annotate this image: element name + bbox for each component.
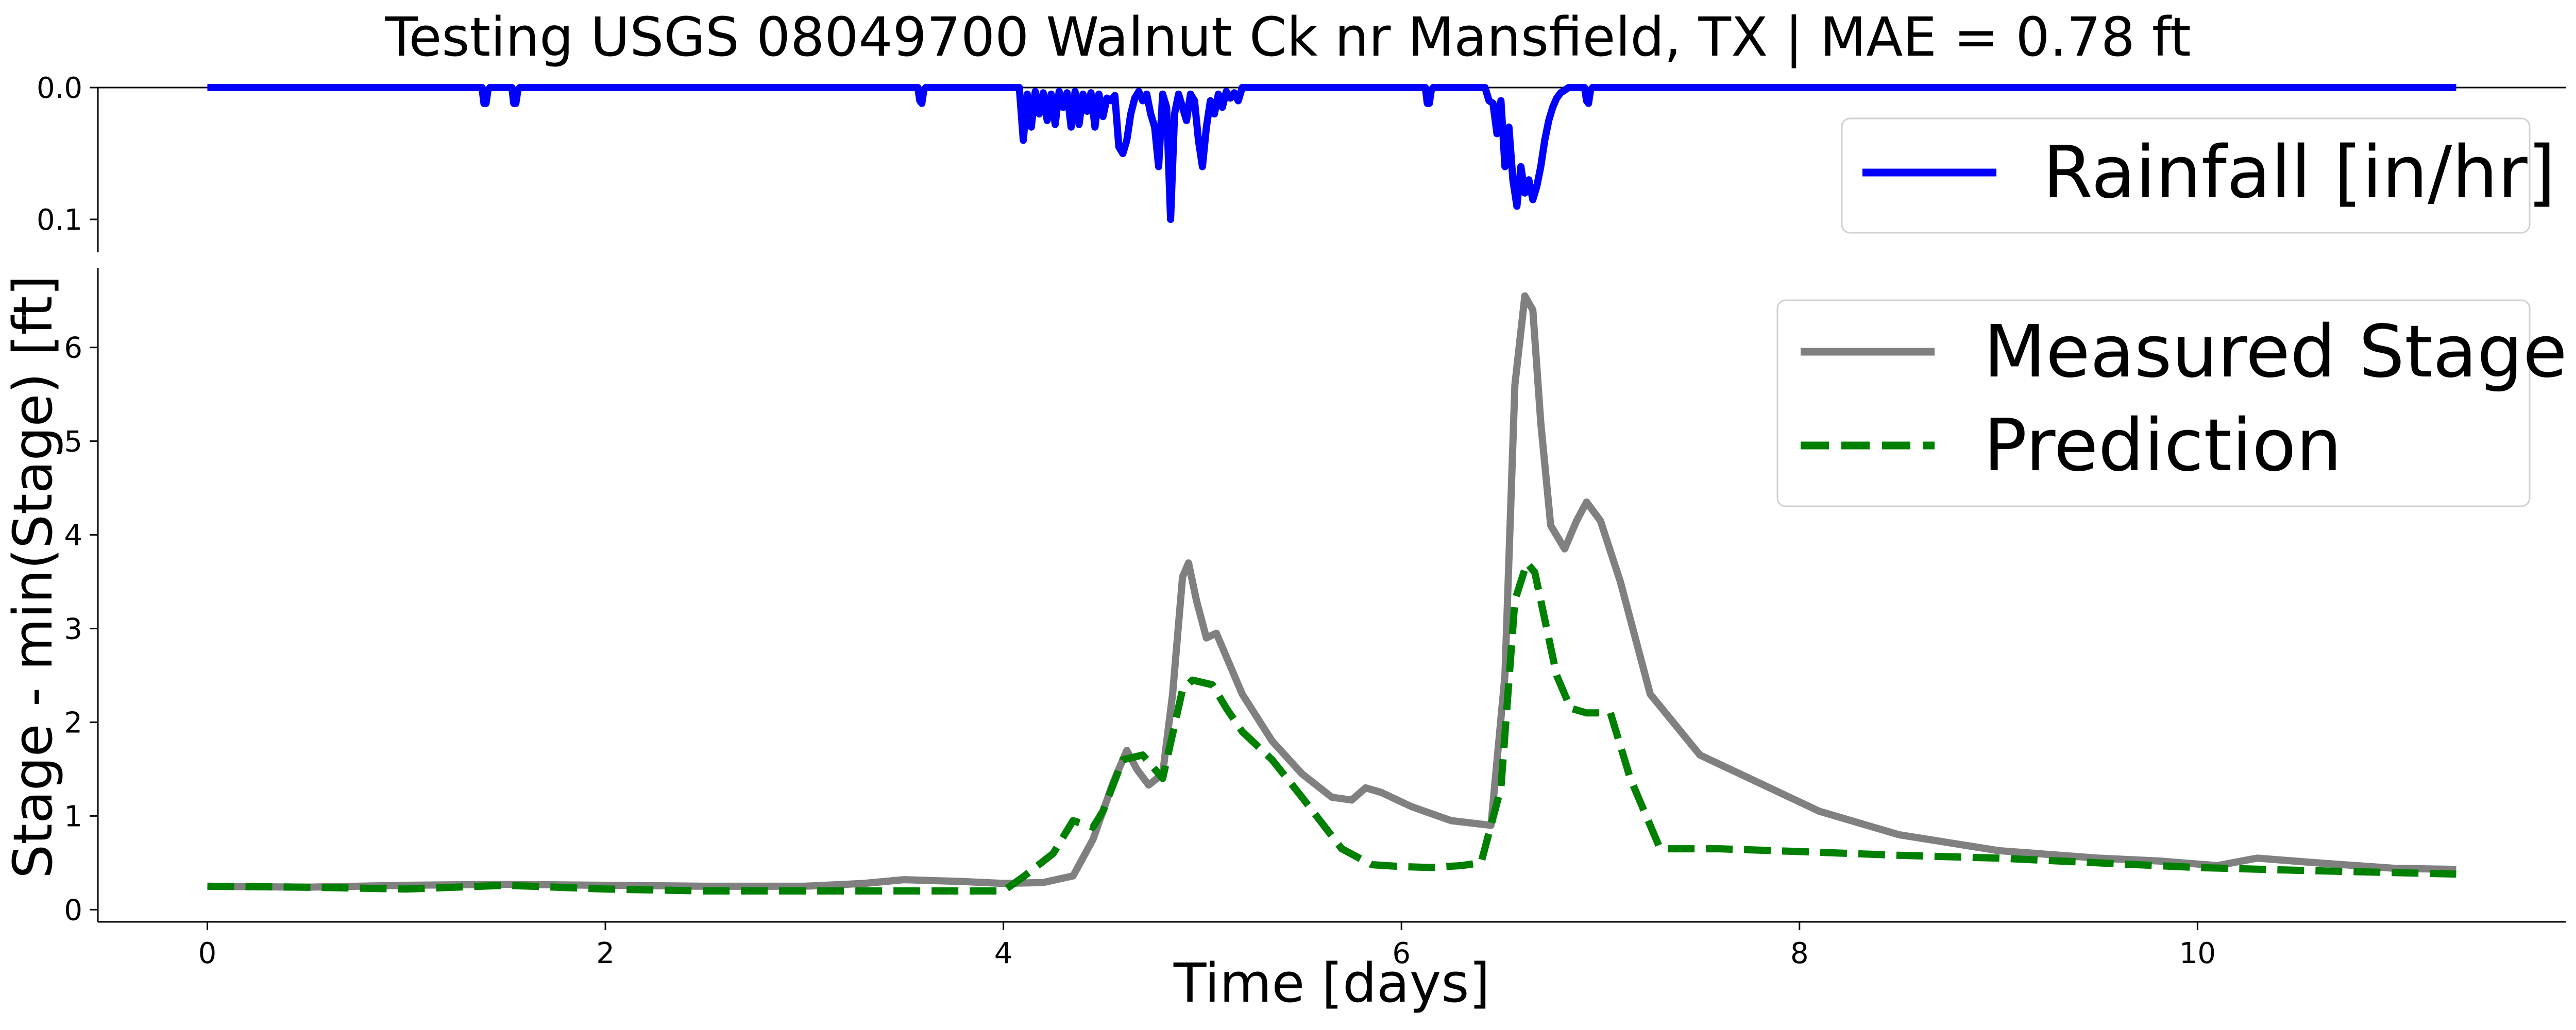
stage-series-group — [207, 292, 2456, 895]
rainfall-legend-label: Rainfall [in/hr] — [2043, 131, 2555, 215]
stage-series-measured-stage-line — [207, 292, 2456, 891]
stage-y-tick-label: 5 — [64, 425, 82, 459]
stage-x-tick-label: 2 — [596, 937, 615, 970]
rainfall-y-tick-label: 0.1 — [37, 203, 82, 237]
stage-x-tick-label: 4 — [994, 937, 1013, 970]
y-axis-label: Stage - min(Stage) [ft] — [2, 275, 64, 879]
rainfall-series-group — [207, 84, 2456, 223]
stage-y-tick-label: 4 — [64, 519, 82, 553]
rainfall-y-ticks: 0.0 0.1 — [37, 72, 98, 237]
stage-x-tick-label: 10 — [2179, 937, 2216, 970]
stage-y-tick-label: 3 — [64, 613, 82, 646]
measured-legend-label: Measured Stage — [1984, 310, 2567, 394]
stage-x-tick-label: 8 — [1790, 937, 1809, 970]
stage-legend: Measured Stage Prediction — [1776, 299, 2567, 507]
rainfall-y-tick-label: 0.0 — [37, 72, 82, 105]
x-axis-label: Time [days] — [1173, 952, 1490, 1015]
stage-axis-ticks: 0 1 2 3 4 5 6 0 2 4 6 8 10 — [64, 332, 2216, 970]
rainfall-legend: Rainfall [in/hr] — [1841, 117, 2555, 234]
rainfall-series-rainfall-in-hr-line — [207, 84, 2456, 223]
stage-y-tick-label: 0 — [64, 894, 82, 927]
stage-y-tick-label: 2 — [64, 706, 82, 740]
prediction-legend-label: Prediction — [1984, 404, 2342, 488]
stage-x-tick-label: 0 — [198, 937, 217, 970]
stage-panel: 0 1 2 3 4 5 6 0 2 4 6 8 10 Measured Stage Prediction… — [2, 268, 2567, 1015]
stage-series-prediction-line — [207, 559, 2456, 895]
stage-y-tick-label: 6 — [64, 332, 82, 365]
stage-x-tick-label: 6 — [1392, 937, 1411, 970]
stage-y-tick-label: 1 — [64, 800, 82, 833]
chart-title: Testing USGS 08049700 Walnut Ck nr Mansf… — [384, 6, 2191, 68]
rainfall-panel: 0.0 0.1 Rainfall [in/hr] — [37, 72, 2566, 252]
